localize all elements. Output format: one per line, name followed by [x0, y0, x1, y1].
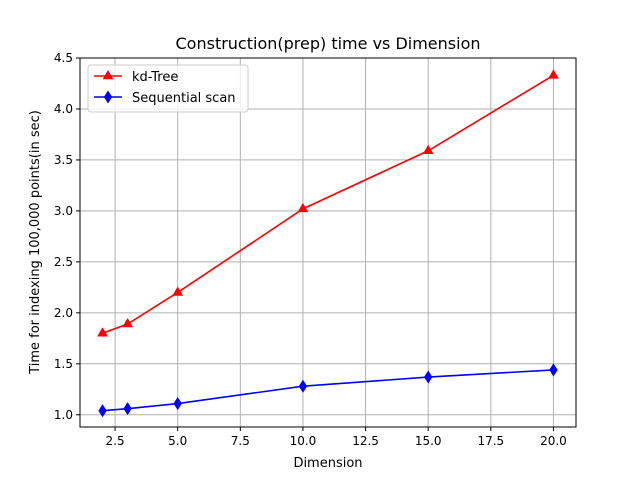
legend-sequential-scan-label: Sequential scan	[132, 91, 236, 106]
x-axis-title: Dimension	[293, 456, 362, 471]
legend-kd-tree-label: kd-Tree	[132, 70, 178, 85]
grid-lines	[80, 57, 576, 427]
x-tick-label: 15.0	[415, 434, 442, 448]
x-tick-label: 10.0	[290, 434, 317, 448]
y-tick-label: 3.0	[54, 204, 73, 218]
kd-tree-point	[97, 327, 108, 337]
x-tick-label: 20.0	[540, 434, 567, 448]
legend-sequential-scan-marker	[103, 90, 113, 104]
y-tick-label: 3.5	[54, 153, 73, 167]
kd-tree-point	[122, 318, 133, 328]
x-tick-label: 17.5	[477, 434, 504, 448]
y-tick-label: 4.5	[54, 51, 73, 65]
sequential-scan-point	[98, 404, 107, 418]
sequential-scan-point	[298, 379, 308, 393]
x-tick-label: 12.5	[352, 434, 379, 448]
y-tick-label: 2.5	[54, 255, 73, 269]
chart-title: Construction(prep) time vs Dimension	[176, 34, 481, 53]
y-tick-label: 1.5	[54, 357, 73, 371]
legend-box	[87, 64, 249, 113]
axis-ticks: 2.5 5.0 7.5 10.0 12.5 15.0 17.5 20.0 1.0 1.5 2.0 2.…	[54, 51, 567, 448]
sequential-scan-point	[549, 363, 558, 377]
kd-tree-point	[297, 202, 309, 213]
x-tick-label: 7.5	[231, 434, 250, 448]
kd-tree-point	[548, 69, 559, 79]
y-tick-label: 1.0	[54, 408, 73, 422]
legend-kd-tree-marker	[102, 70, 114, 80]
x-tick-label: 2.5	[106, 434, 125, 448]
sequential-scan-point	[123, 402, 132, 416]
sequential-scan-point	[173, 397, 182, 411]
y-tick-label: 4.0	[54, 102, 73, 116]
series-sequential-scan	[98, 363, 558, 418]
series-group	[97, 69, 559, 418]
kd-tree-point	[172, 286, 184, 296]
legend: kd-Tree Sequential scan	[87, 64, 249, 113]
sequential-scan-line	[102, 369, 554, 412]
y-axis-title: Time for indexing 100,000 points(in sec)	[28, 110, 43, 375]
sequential-scan-point	[424, 370, 433, 384]
series-kd-tree	[97, 69, 559, 337]
plot-area-frame	[79, 57, 577, 428]
x-tick-label: 5.0	[168, 434, 187, 448]
y-tick-label: 2.0	[54, 306, 73, 320]
kd-tree-point	[422, 144, 434, 155]
